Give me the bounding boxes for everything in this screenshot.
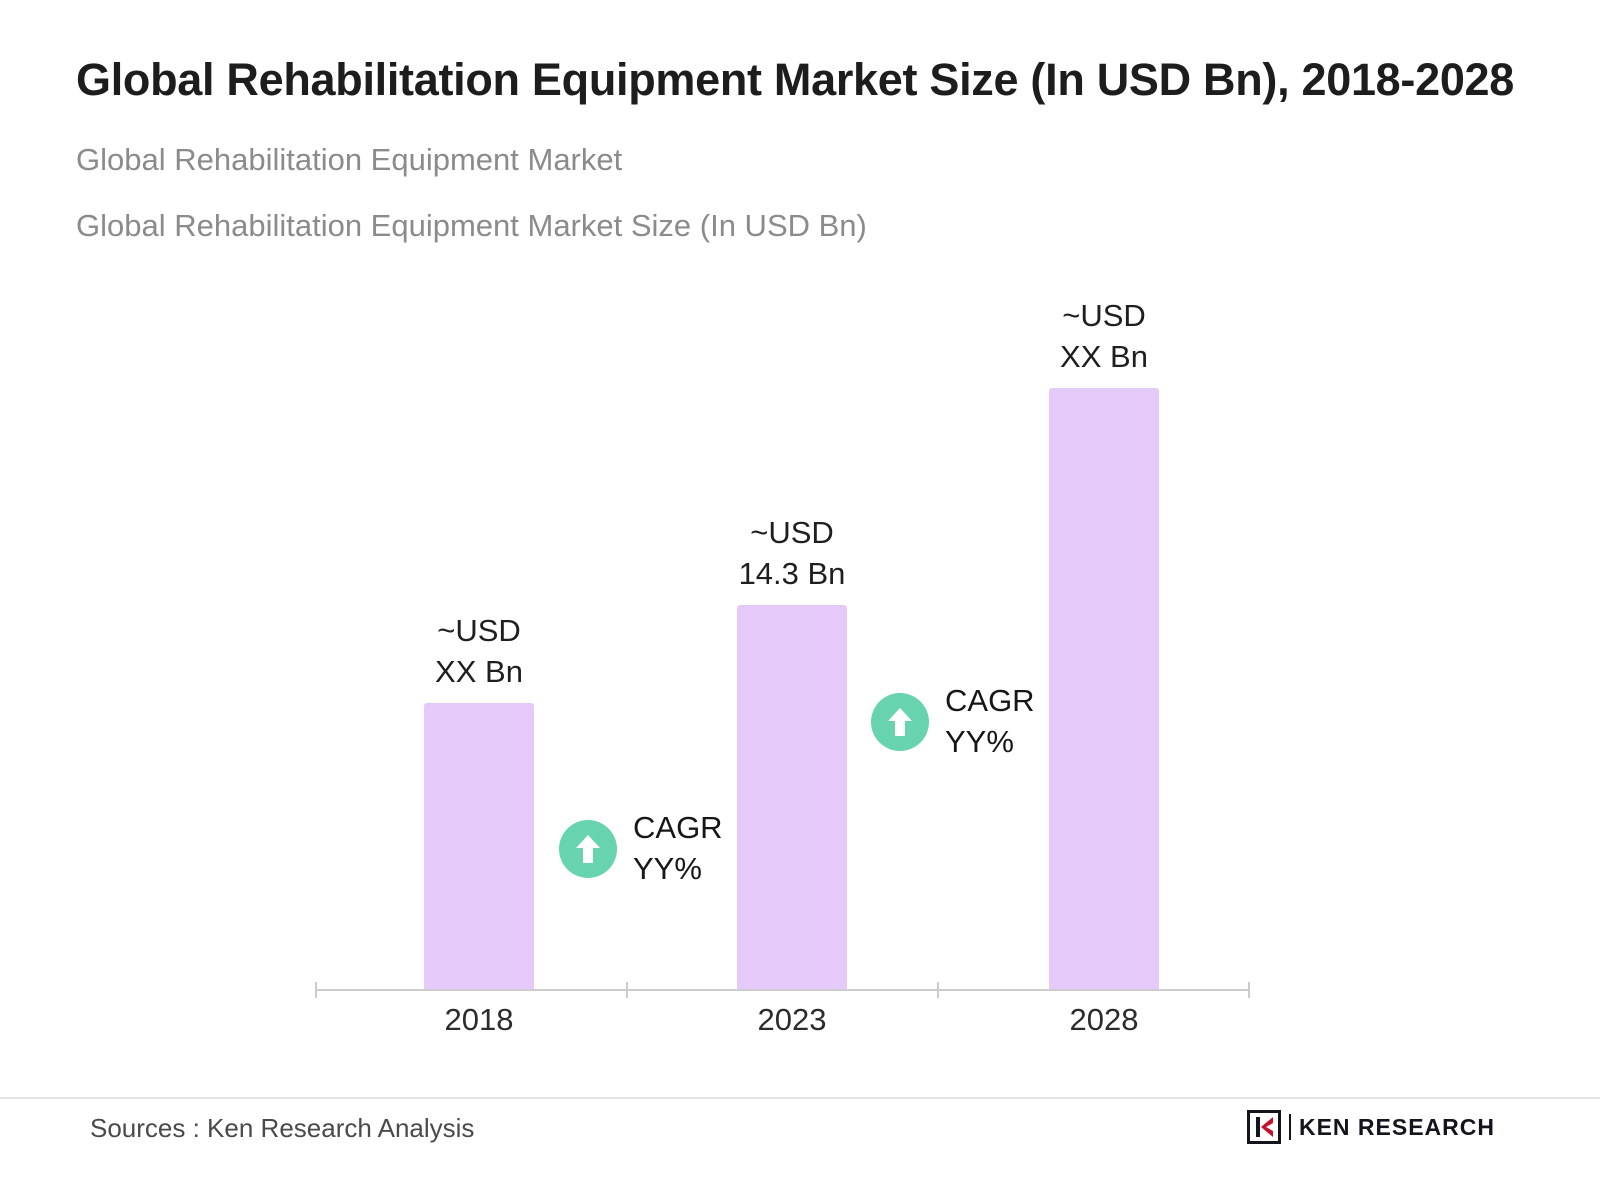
- ken-research-logo-icon: [1246, 1110, 1281, 1144]
- value-label-2028: ~USD XX Bn: [994, 296, 1214, 378]
- subtitle-market-size: Global Rehabilitation Equipment Market S…: [76, 207, 867, 243]
- axis-tick: [626, 982, 628, 998]
- bar-2023: [737, 605, 847, 990]
- value-label-2028-line2: XX Bn: [1060, 339, 1148, 375]
- cagr-annotation-2: CAGR YY%: [871, 681, 1035, 763]
- value-label-2018-line1: ~USD: [437, 613, 521, 649]
- logo-divider: [1288, 1114, 1291, 1140]
- axis-tick: [315, 982, 317, 998]
- value-label-2018: ~USD XX Bn: [369, 611, 589, 693]
- ken-research-logo: KEN RESEARCH: [1246, 1110, 1495, 1144]
- subtitle-market: Global Rehabilitation Equipment Market: [76, 141, 623, 177]
- up-arrow-glyph: [888, 707, 912, 736]
- sources-text: Sources : Ken Research Analysis: [90, 1113, 475, 1143]
- axis-tick: [937, 982, 939, 998]
- cagr-text-1-line2: YY%: [633, 850, 702, 886]
- up-arrow-icon: [559, 819, 617, 878]
- cagr-text-2-line2: YY%: [945, 723, 1014, 759]
- cagr-annotation-1: CAGR YY%: [559, 808, 723, 890]
- value-label-2023: ~USD 14.3 Bn: [682, 513, 902, 595]
- bar-2018: [424, 703, 534, 990]
- up-arrow-glyph: [576, 834, 600, 863]
- value-label-2023-line2: 14.3 Bn: [738, 556, 846, 592]
- value-label-2023-line1: ~USD: [750, 515, 834, 551]
- up-arrow-icon: [871, 692, 929, 751]
- footer-divider: [0, 1097, 1600, 1099]
- x-tick-label-2018: 2018: [444, 1002, 514, 1037]
- brand-name: KEN RESEARCH: [1298, 1113, 1495, 1140]
- axis-tick: [1248, 982, 1250, 998]
- x-axis-line: [315, 989, 1250, 991]
- cagr-text-2-line1: CAGR: [945, 683, 1035, 718]
- bar-chart: ~USD XX Bn ~USD 14.3 Bn ~USD XX Bn CAGR …: [0, 298, 1600, 1060]
- page-title: Global Rehabilitation Equipment Market S…: [76, 54, 1514, 105]
- x-tick-label-2023: 2023: [757, 1002, 827, 1037]
- x-tick-label-2028: 2028: [1069, 1002, 1139, 1037]
- value-label-2018-line2: XX Bn: [435, 654, 523, 690]
- header: Global Rehabilitation Equipment Market S…: [76, 42, 1526, 246]
- cagr-text-1: CAGR YY%: [633, 808, 723, 890]
- value-label-2028-line1: ~USD: [1062, 298, 1146, 334]
- cagr-text-1-line1: CAGR: [633, 810, 723, 845]
- bar-2028: [1049, 388, 1159, 990]
- cagr-text-2: CAGR YY%: [945, 681, 1035, 763]
